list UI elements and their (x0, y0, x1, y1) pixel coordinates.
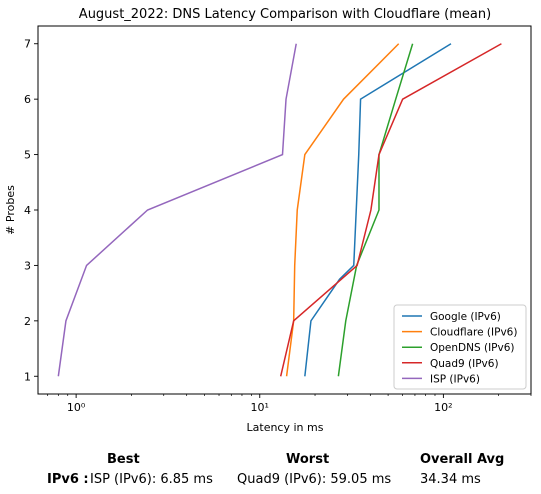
y-axis: 1 2 3 4 5 6 7 (24, 38, 38, 383)
series-line-google-ipv6 (304, 43, 452, 377)
legend-label: Quad9 (IPv6) (430, 358, 499, 370)
y-tick-label: 4 (24, 204, 31, 217)
stats-panel: Best Worst Overall Avg IPv6 : ISP (IPv6)… (0, 448, 541, 494)
x-tick-label: 10² (434, 401, 452, 414)
worst-value: Quad9 (IPv6): 59.05 ms (237, 472, 392, 487)
legend-label: OpenDNS (IPv6) (430, 342, 515, 354)
worst-header: Worst (286, 452, 330, 467)
best-header: Best (107, 452, 140, 467)
y-tick-label: 7 (24, 38, 31, 51)
overall-avg-header: Overall Avg (420, 452, 505, 467)
legend-label: Cloudflare (IPv6) (430, 327, 517, 339)
y-tick-label: 1 (24, 370, 31, 383)
series-line-quad9-ipv6 (279, 43, 502, 377)
series-line-isp-ipv6 (57, 43, 297, 377)
y-tick-label: 5 (24, 149, 31, 162)
overall-avg-value: 34.34 ms (420, 472, 481, 487)
plot-area: 10⁰ 10¹ 10² 1 2 3 4 5 6 7 (24, 25, 532, 414)
legend-label: ISP (IPv6) (430, 373, 480, 385)
series-layer (57, 43, 502, 377)
y-tick-label: 2 (24, 315, 31, 328)
ipv6-row-label: IPv6 : (47, 472, 89, 487)
legend: Google (IPv6) Cloudflare (IPv6) OpenDNS (I… (393, 304, 527, 390)
chart-title: August_2022: DNS Latency Comparison with… (79, 7, 491, 22)
x-axis-label: Latency in ms (247, 421, 324, 434)
legend-label: Google (IPv6) (430, 311, 501, 323)
latency-chart: August_2022: DNS Latency Comparison with… (4, 7, 532, 434)
legend-box (393, 304, 527, 390)
y-axis-label: # Probes (4, 185, 17, 235)
series-line-opendns-ipv6 (337, 43, 414, 377)
x-axis: 10⁰ 10¹ 10² (47, 394, 532, 414)
y-tick-label: 6 (24, 93, 31, 106)
y-tick-label: 3 (24, 259, 31, 272)
best-value: ISP (IPv6): 6.85 ms (90, 472, 213, 487)
x-tick-label: 10¹ (251, 401, 269, 414)
x-tick-label: 10⁰ (67, 401, 86, 414)
